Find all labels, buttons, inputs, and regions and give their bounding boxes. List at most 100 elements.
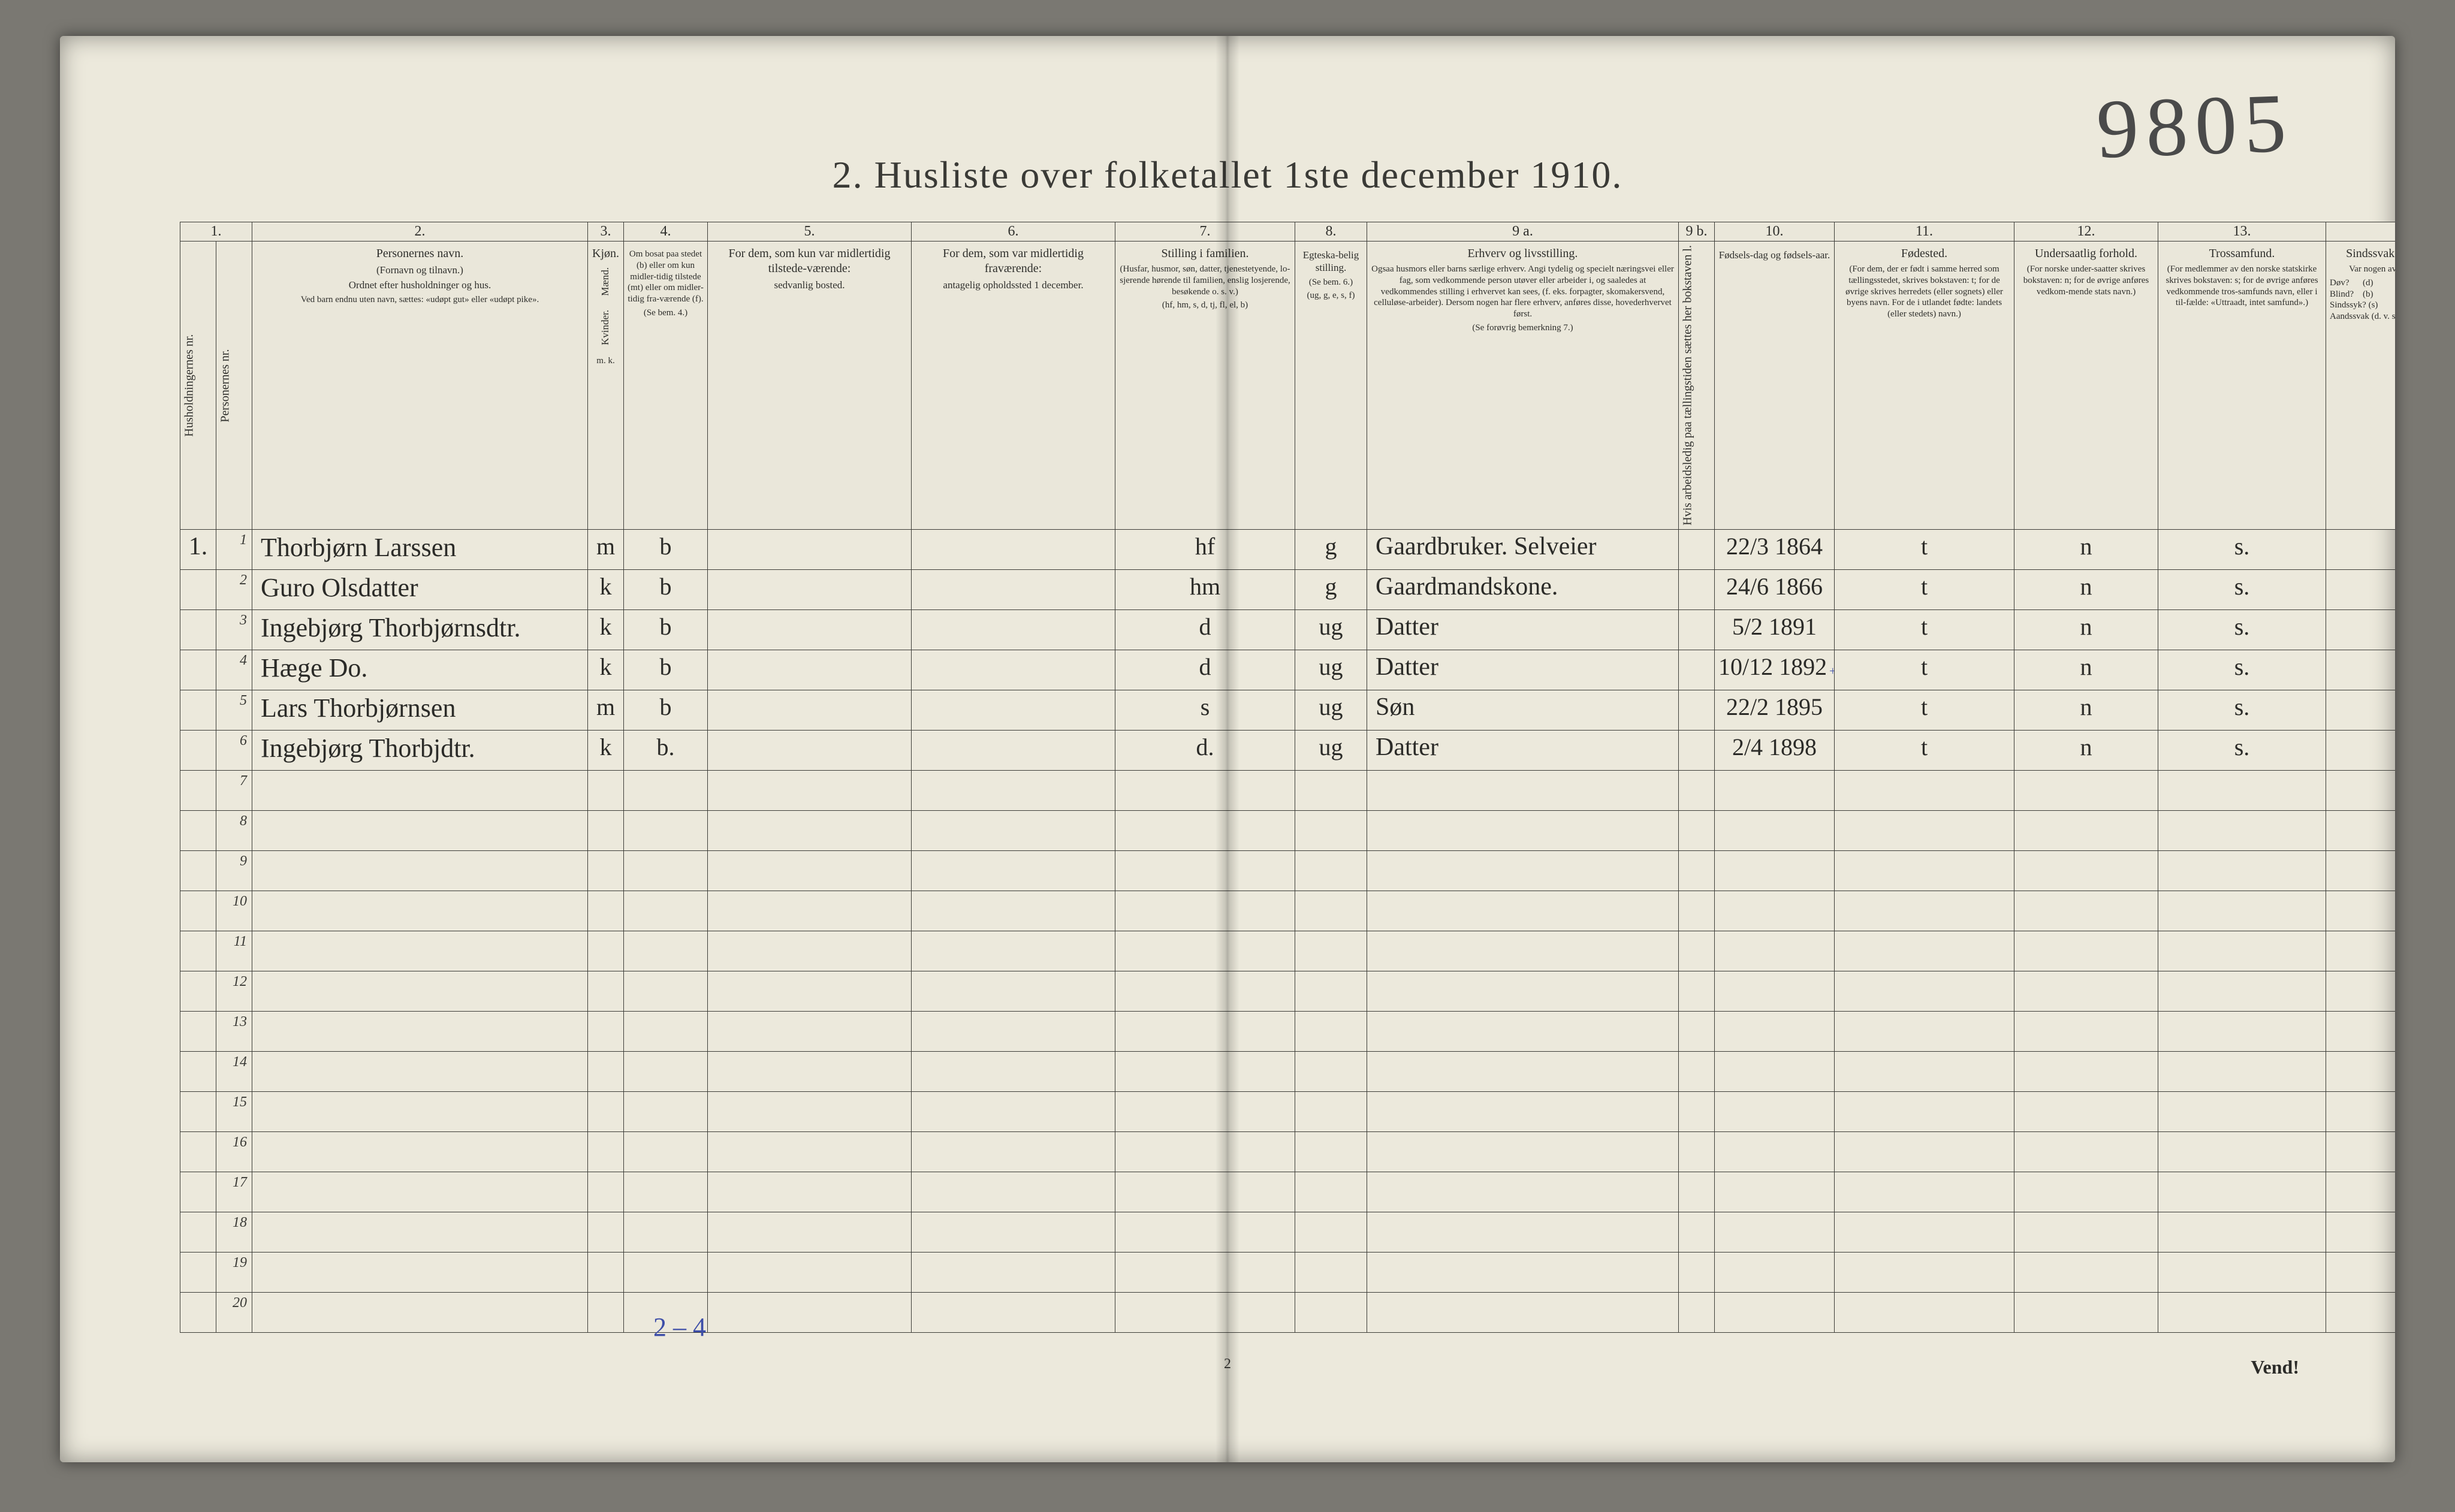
col-11-heading: Fødested. (For dem, der er født i samme … [1835,242,2014,530]
cell-person-nr: 4 [216,650,252,690]
cell-empty [2326,1252,2396,1292]
cell-col9b [1679,730,1715,770]
cell-occupation: Datter [1367,650,1679,690]
cell-religion: s. [2158,609,2326,650]
cell-empty [912,1051,1115,1091]
cell-residence: b [624,690,708,730]
col-res-title: Om bosat paa stedet (b) eller om kun mid… [628,249,704,305]
cell-empty [2158,1051,2326,1091]
cell-sex: k [588,609,624,650]
cell-household-nr [180,1252,216,1292]
cell-household-nr [180,971,216,1011]
table-row: 13 [180,1011,2396,1051]
cell-empty [2014,1011,2158,1051]
colnum-1: 1. [180,222,252,242]
cell-empty [2014,1252,2158,1292]
cell-household-nr [180,569,216,609]
cell-religion: s. [2158,690,2326,730]
cell-empty [2014,1051,2158,1091]
cell-empty [708,850,912,891]
cell-empty [2158,1292,2326,1332]
cell-empty [2014,971,2158,1011]
cell-empty [708,1292,912,1332]
col-name-heading: Personernes navn. (Fornavn og tilnavn.) … [252,242,588,530]
cell-empty [1115,1212,1295,1252]
cell-empty [1715,931,1835,971]
cell-empty [1715,850,1835,891]
page-title: 2. Husliste over folketallet 1ste decemb… [60,153,2395,197]
cell-empty [1295,971,1367,1011]
cell-birthplace: t [1835,569,2014,609]
cell-empty [2326,810,2396,850]
cell-household-nr [180,690,216,730]
cell-empty [2014,1131,2158,1172]
col-5-heading: For dem, som kun var midlertidig tilsted… [708,242,912,530]
cell-marital: ug [1295,730,1367,770]
cell-name: Ingebjørg Thorbjdtr. [252,730,588,770]
cell-empty [1835,891,2014,931]
col-13-heading: Trossamfund. (For medlemmer av den norsk… [2158,242,2326,530]
table-row: 17 [180,1172,2396,1212]
cell-empty [1715,1292,1835,1332]
cell-empty [912,1212,1115,1252]
cell-empty [1367,1051,1679,1091]
cell-col9b [1679,650,1715,690]
cell-nationality: n [2014,569,2158,609]
cell-household-nr [180,1292,216,1332]
cell-empty [708,1131,912,1172]
cell-occupation: Gaardmandskone. [1367,569,1679,609]
cell-empty [2326,891,2396,931]
cell-empty [708,1252,912,1292]
cell-empty [1115,1172,1295,1212]
cell-empty [588,1011,624,1051]
col-9a-heading: Erhverv og livsstilling. Ogsaa husmors e… [1367,242,1679,530]
cell-empty [1115,1051,1295,1091]
cell-col9b [1679,529,1715,569]
column-number-row: 1. 2. 3. 4. 5. 6. 7. 8. 9 a. 9 b. 10. 11… [180,222,2396,242]
cell-col5 [708,730,912,770]
col-6-title: For dem, som var midlertidig fraværende: [943,247,1084,275]
cell-household-nr [180,810,216,850]
cell-empty [588,1172,624,1212]
cell-col6 [912,650,1115,690]
col-7-heading: Stilling i familien. (Husfar, husmor, sø… [1115,242,1295,530]
cell-empty [1295,1292,1367,1332]
cell-empty [1835,850,2014,891]
colnum-10: 10. [1715,222,1835,242]
cell-empty [252,1172,588,1212]
cell-empty [1295,1252,1367,1292]
cell-person-nr: 1 [216,529,252,569]
cell-household-nr [180,1011,216,1051]
cell-empty [708,1051,912,1091]
cell-person-nr: 20 [216,1292,252,1332]
cell-col14 [2326,730,2396,770]
cell-dob: 2/4 1898 [1715,730,1835,770]
cell-empty [252,891,588,931]
cell-empty [1715,1212,1835,1252]
cell-marital: g [1295,569,1367,609]
cell-empty [2014,1091,2158,1131]
cell-marital: ug [1295,650,1367,690]
cell-empty [912,1292,1115,1332]
cell-empty [1115,810,1295,850]
colnum-13: 13. [2158,222,2326,242]
cell-empty [1715,1011,1835,1051]
col-sex-heading: Kjøn. Mænd. Kvinder. m. k. [588,242,624,530]
cell-empty [252,1051,588,1091]
cell-empty [2326,1091,2396,1131]
cell-family-rel: s [1115,690,1295,730]
cell-empty [1115,891,1295,931]
cell-dob: 22/3 1864 [1715,529,1835,569]
cell-empty [1715,770,1835,810]
cell-empty [2158,1091,2326,1131]
cell-col5 [708,529,912,569]
cell-empty [2158,971,2326,1011]
cell-empty [1679,931,1715,971]
cell-col14 [2326,650,2396,690]
cell-household-nr [180,1091,216,1131]
col-6-heading: For dem, som var midlertidig fraværende:… [912,242,1115,530]
cell-empty [588,1212,624,1252]
cell-birthplace: t [1835,730,2014,770]
ledger-table-container: 1. 2. 3. 4. 5. 6. 7. 8. 9 a. 9 b. 10. 11… [180,222,2305,1336]
cell-empty [1295,1051,1367,1091]
